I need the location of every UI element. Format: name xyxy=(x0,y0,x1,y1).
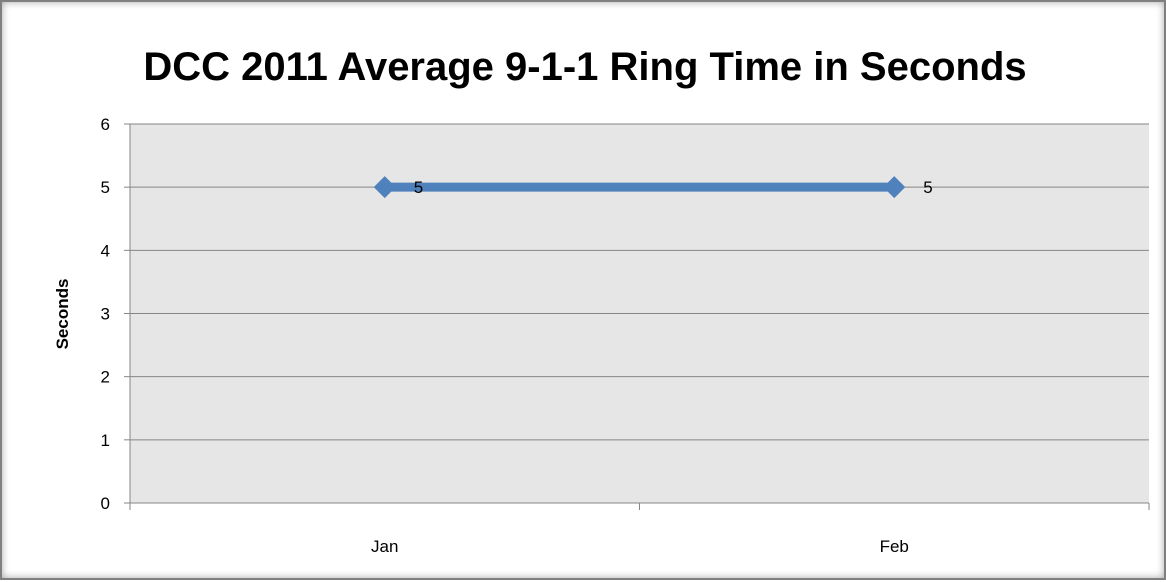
chart-title: DCC 2011 Average 9-1-1 Ring Time in Seco… xyxy=(143,45,1026,89)
data-label: 5 xyxy=(923,178,932,197)
y-tick-label: 3 xyxy=(101,305,110,324)
y-tick-label: 4 xyxy=(101,241,110,260)
data-point-marker xyxy=(373,176,396,199)
y-tick-label: 6 xyxy=(101,115,110,134)
y-axis-title: Seconds xyxy=(53,279,72,350)
y-tick-labels: 0 1 2 3 4 5 6 xyxy=(101,115,130,513)
gridlines xyxy=(130,123,1149,441)
x-tick-label: Feb xyxy=(880,537,909,556)
y-tick-label: 2 xyxy=(101,368,110,387)
series-layer xyxy=(373,176,906,199)
y-tick-label: 0 xyxy=(101,494,110,513)
x-tick-label: Jan xyxy=(371,537,398,556)
y-tick-label: 5 xyxy=(101,178,110,197)
y-tick-label: 1 xyxy=(101,431,110,450)
data-point-marker xyxy=(883,176,906,199)
x-tick-labels: Jan Feb xyxy=(129,503,1150,556)
data-label: 5 xyxy=(414,178,423,197)
